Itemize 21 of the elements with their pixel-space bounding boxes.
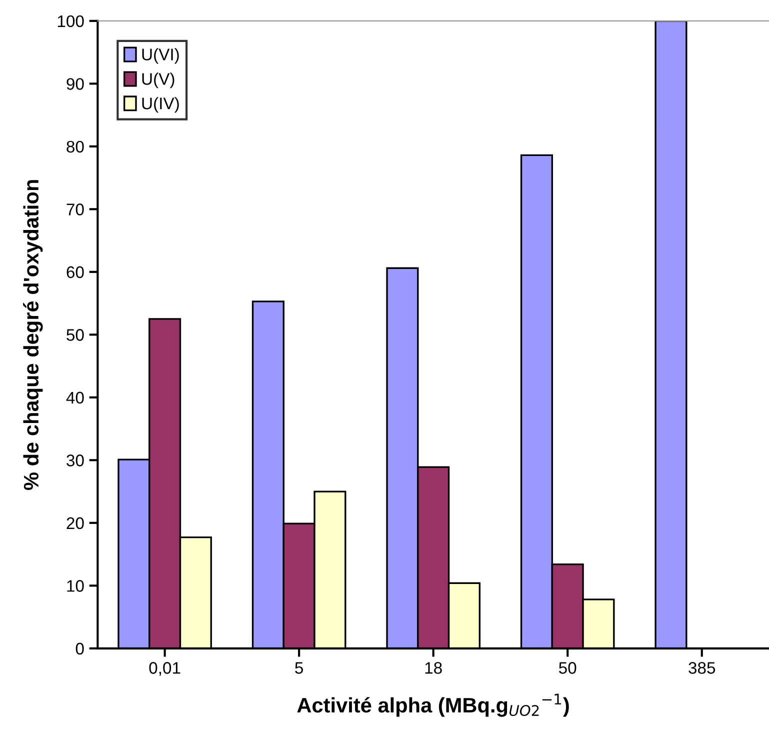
y-axis-title: % de chaque degré d'oxydation xyxy=(23,180,43,490)
x-tick-label: 5 xyxy=(295,662,303,674)
legend-label: U(VI) xyxy=(142,48,179,64)
y-tick-label: 80 xyxy=(66,140,84,153)
y-tick-label: 100 xyxy=(58,15,84,28)
y-tick-label: 70 xyxy=(66,204,84,216)
y-tick-label: 40 xyxy=(66,392,84,404)
y-tick-label: 0 xyxy=(76,642,84,655)
x-tick-label: 50 xyxy=(558,662,576,674)
x-axis-title: Activité alpha (MBq.g$_{UO2}$$^{−1}$) xyxy=(297,694,569,717)
legend-label: U(IV) xyxy=(142,97,179,113)
x-tick-label: 0,01 xyxy=(149,662,180,676)
y-tick-label: 20 xyxy=(66,517,84,530)
x-tick-label: 18 xyxy=(425,662,442,674)
legend-label: U(V) xyxy=(142,72,174,88)
y-tick-label: 30 xyxy=(66,454,84,466)
x-tick-label: 385 xyxy=(688,662,716,674)
y-tick-label: 50 xyxy=(66,329,84,341)
y-tick-label: 90 xyxy=(66,78,84,90)
y-tick-label: 60 xyxy=(66,266,84,278)
y-tick-label: 10 xyxy=(67,580,84,592)
